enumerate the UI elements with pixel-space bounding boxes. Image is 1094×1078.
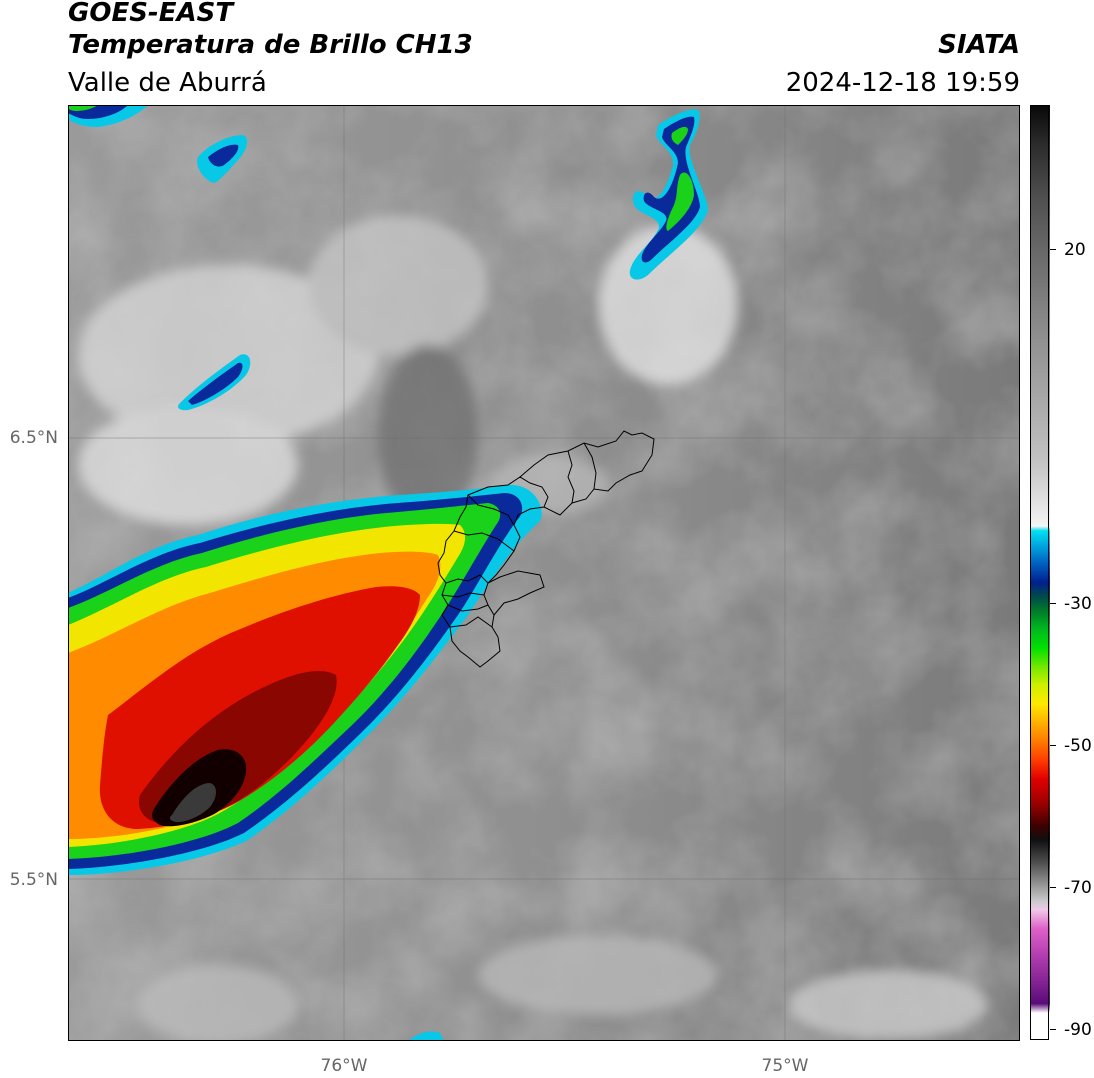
small-cloud-cells xyxy=(68,105,708,1041)
colorbar-tick-label: -70 xyxy=(1064,878,1092,898)
latitude-label: 6.5°N xyxy=(9,428,58,448)
product-subtitle: Temperatura de Brillo CH13 xyxy=(68,30,473,60)
colorbar-tick xyxy=(1050,249,1056,250)
longitude-label: 75°W xyxy=(761,1056,809,1076)
cloud-coldest-core xyxy=(169,783,216,823)
latitude-label: 5.5°N xyxy=(9,870,58,890)
temperature-colorbar xyxy=(1030,105,1050,1041)
region-label: Valle de Aburrá xyxy=(68,68,267,98)
colorbar-tick-label: -90 xyxy=(1064,1020,1092,1040)
colorbar-tick-label: -50 xyxy=(1064,736,1092,756)
colorbar-tick xyxy=(1050,745,1056,746)
municipality-boundaries xyxy=(437,430,655,668)
colorbar-tick-label: 20 xyxy=(1064,240,1086,260)
colorbar-tick xyxy=(1050,603,1056,604)
colorbar-tick xyxy=(1050,1029,1056,1030)
colorbar-tick xyxy=(1050,887,1056,888)
brand-label: SIATA xyxy=(938,30,1020,60)
brightness-temperature-map[interactable] xyxy=(68,105,1020,1041)
timestamp-label: 2024-12-18 19:59 xyxy=(785,68,1020,98)
convective-cloud-system xyxy=(68,484,542,875)
longitude-label: 76°W xyxy=(320,1056,368,1076)
colorbar-tick-label: -30 xyxy=(1064,594,1092,614)
product-title: GOES-EAST xyxy=(68,0,234,28)
